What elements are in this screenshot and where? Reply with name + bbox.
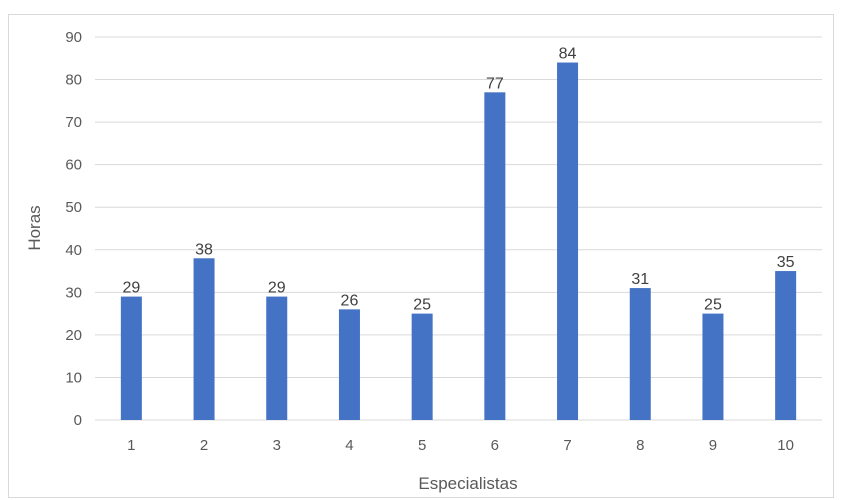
x-tick-label: 6	[491, 437, 499, 454]
bar-value-label: 38	[195, 241, 213, 258]
bar-value-label: 31	[631, 271, 649, 288]
x-tick-label: 2	[200, 437, 208, 454]
y-tick-label: 0	[74, 412, 82, 429]
bar	[411, 313, 433, 420]
bar-value-label: 29	[122, 280, 140, 297]
data-labels: 29 38 29 26 25 77 84 31 25 35	[122, 46, 794, 314]
bar-value-label: 25	[413, 297, 431, 314]
bar	[338, 309, 360, 420]
x-tick-label: 7	[563, 437, 571, 454]
bar	[193, 258, 215, 420]
bar	[557, 62, 579, 421]
x-tick-label: 10	[777, 437, 794, 454]
y-axis-title: Horas	[25, 205, 44, 250]
x-tick-label: 4	[345, 437, 353, 454]
y-tick-label: 10	[65, 369, 82, 386]
gridlines	[95, 36, 822, 421]
y-tick-label: 20	[65, 327, 82, 344]
y-tick-label: 90	[65, 29, 82, 46]
x-tick-label: 3	[273, 437, 281, 454]
y-tick-label: 30	[65, 284, 82, 301]
bar-value-label: 25	[704, 297, 722, 314]
y-tick-label: 60	[65, 157, 82, 174]
bar-value-label: 77	[486, 75, 504, 92]
x-tick-label: 8	[636, 437, 644, 454]
x-tick-label: 1	[127, 437, 135, 454]
bar	[629, 288, 651, 420]
bar-value-label: 35	[777, 254, 795, 271]
y-axis-ticks: 0 10 20 30 40 50 60 70 80 90	[65, 29, 82, 429]
bar	[702, 313, 724, 420]
x-tick-label: 5	[418, 437, 426, 454]
y-tick-label: 50	[65, 199, 82, 216]
bar	[775, 271, 797, 420]
x-tick-label: 9	[709, 437, 717, 454]
bar-value-label: 84	[559, 46, 577, 63]
y-tick-label: 80	[65, 72, 82, 89]
y-tick-label: 40	[65, 242, 82, 259]
x-axis-title: Especialistas	[418, 474, 517, 493]
bar-value-label: 26	[341, 292, 359, 309]
bar	[120, 296, 142, 420]
bar	[266, 296, 288, 420]
bars	[120, 62, 797, 421]
x-axis-ticks: 1 2 3 4 5 6 7 8 9 10	[127, 437, 794, 454]
y-tick-label: 70	[65, 114, 82, 131]
bar-value-label: 29	[268, 280, 286, 297]
bar	[484, 92, 506, 421]
